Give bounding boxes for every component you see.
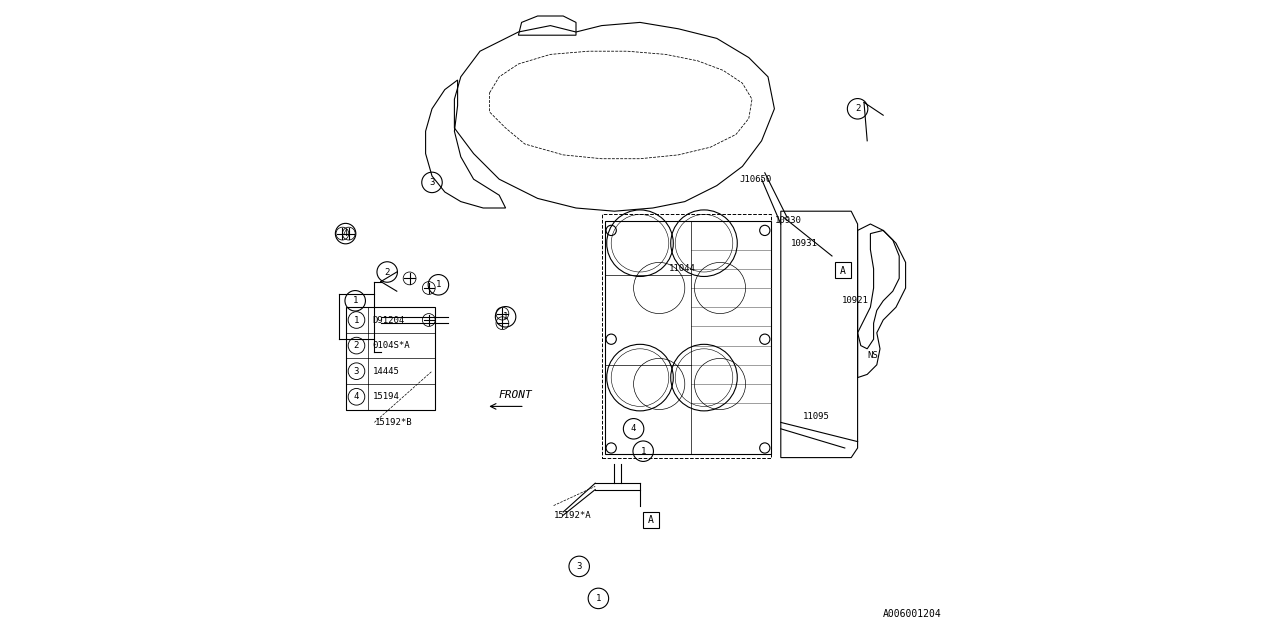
- Text: 3: 3: [353, 367, 360, 376]
- Bar: [836, 262, 851, 278]
- Bar: [346, 307, 435, 410]
- Text: J10650: J10650: [740, 175, 772, 184]
- Text: 4: 4: [631, 424, 636, 433]
- Text: 1: 1: [640, 447, 646, 456]
- Text: 4: 4: [353, 392, 360, 401]
- Text: 15192*A: 15192*A: [554, 511, 591, 520]
- Bar: [644, 512, 659, 528]
- Text: 10931: 10931: [791, 239, 817, 248]
- Text: 3: 3: [576, 562, 582, 571]
- Text: 1: 1: [352, 296, 358, 305]
- Bar: [602, 214, 771, 458]
- Text: 11044: 11044: [668, 264, 695, 273]
- Text: 15192*B: 15192*B: [374, 418, 412, 427]
- Text: A: A: [840, 266, 846, 276]
- Text: 2: 2: [384, 268, 390, 276]
- Text: A006001204: A006001204: [883, 609, 942, 620]
- Text: 1: 1: [595, 594, 602, 603]
- Text: 3: 3: [429, 178, 435, 187]
- Text: 15194: 15194: [372, 392, 399, 401]
- Text: 0104S*A: 0104S*A: [372, 341, 410, 350]
- Text: A: A: [648, 515, 654, 525]
- Text: 11095: 11095: [804, 412, 829, 420]
- Text: 1: 1: [503, 312, 508, 321]
- Text: 10921: 10921: [842, 296, 868, 305]
- Text: 14445: 14445: [372, 367, 399, 376]
- Text: 2: 2: [855, 104, 860, 113]
- Text: 1: 1: [435, 280, 442, 289]
- Text: 10930: 10930: [774, 216, 801, 225]
- Text: NS: NS: [868, 351, 878, 360]
- Text: D91204: D91204: [372, 316, 404, 324]
- Text: 1: 1: [353, 316, 360, 324]
- Text: 4: 4: [343, 229, 348, 238]
- Text: 2: 2: [353, 341, 360, 350]
- Text: FRONT: FRONT: [498, 390, 532, 400]
